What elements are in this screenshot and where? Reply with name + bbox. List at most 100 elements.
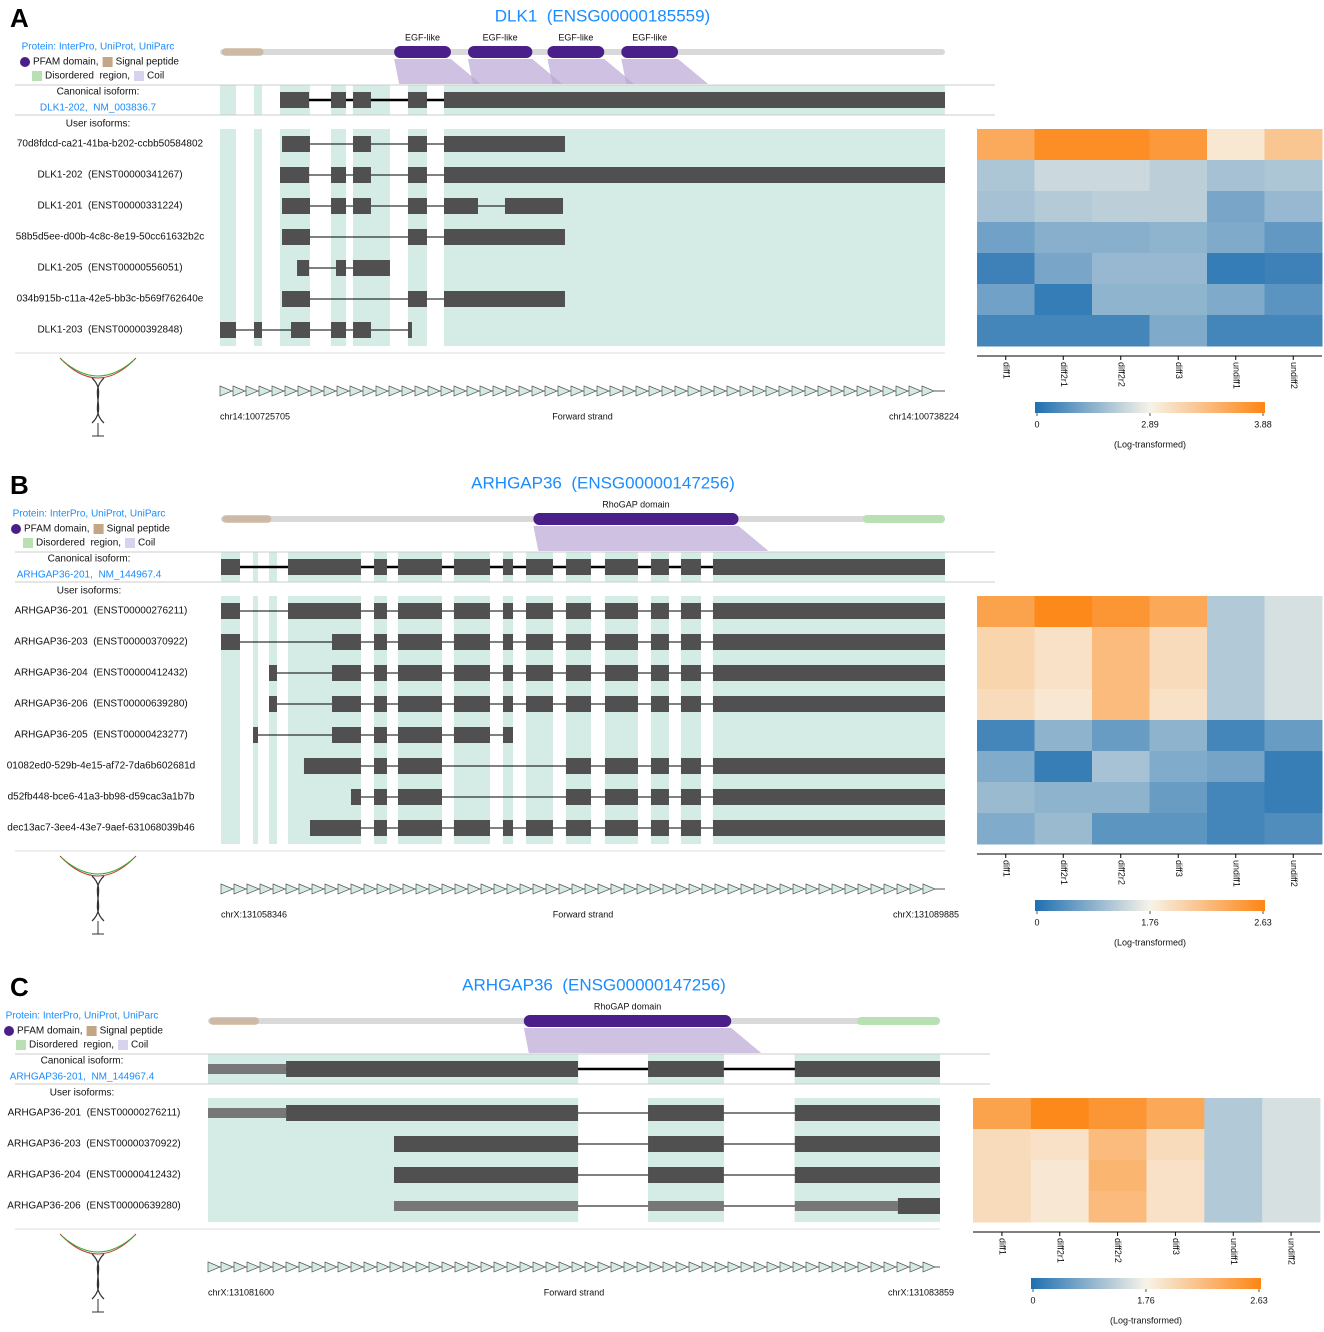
exon [680,559,701,575]
heatmap-cell [1207,627,1265,659]
exon [648,1105,724,1121]
strand-arrow [597,883,611,895]
domain-label: EGF-like [558,32,593,42]
exon [650,634,669,650]
canonical-name: ARHGAP36-201, NM_144967.4 [10,1072,155,1083]
exon [502,603,513,619]
exon [453,727,490,743]
exon [331,167,347,183]
colorbar-tick-label: 0 [1034,419,1039,429]
heatmap-cell [977,627,1035,659]
heatmap-cell [1149,129,1208,161]
exon [650,665,669,681]
domain-projection [547,59,635,84]
exon-column [565,596,591,844]
heatmap-cell [1092,596,1150,628]
strand-arrow [753,1261,767,1273]
heatmap-cell [1149,720,1208,752]
exon [221,559,241,575]
domain-projection [533,526,769,551]
protein-links: Protein: InterPro, UniProt, UniParc [13,509,166,520]
strand-arrow [427,385,441,397]
exon [444,198,478,214]
exon [373,727,387,743]
exon [680,634,701,650]
heatmap-cell [1264,596,1323,628]
strand-arrow [245,385,259,397]
exon-column [208,1098,287,1222]
exon [502,559,513,575]
exon [712,758,945,774]
heatmap-cell [1207,191,1265,223]
exon [604,820,638,836]
heatmap-cell [977,751,1035,783]
noncoding-exon [208,1108,287,1118]
heatmap-cell [1034,627,1093,659]
exon [269,696,277,712]
heatmap-cell [1149,596,1208,628]
canonical-heading: Canonical isoform: [48,554,131,565]
strand-arrow [649,883,663,895]
strand-arrow [570,385,584,397]
strand-arrow [531,385,545,397]
strand-arrow [792,1261,806,1273]
strand-arrow [831,1261,845,1273]
exon [269,665,277,681]
heatmap-cell [1092,160,1150,192]
strand-arrow [506,1261,520,1273]
exon-column [221,596,241,844]
strand-arrow [323,385,337,397]
strand-arrow [635,385,649,397]
legend-label: Signal peptide [116,57,180,68]
strand-arrow [454,1261,468,1273]
heatmap-cell [973,1160,1032,1192]
strand-arrow [519,883,533,895]
heatmap-column-label: undiff2 [1287,1238,1297,1265]
heatmap-cell [1262,1129,1321,1161]
heatmap-column-label: diff2r2 [1116,860,1126,885]
exon [604,789,638,805]
heatmap-cell [1264,160,1323,192]
pfam-domain [621,46,679,58]
strand-arrow [233,883,247,895]
isoform-label: ARHGAP36-201 (ENST00000276211) [15,606,188,617]
strand-arrow [609,385,623,397]
heatmap-cell [973,1098,1032,1130]
strand-arrow [259,883,273,895]
strand-arrow [376,883,390,895]
exon [331,696,361,712]
heatmap-cell [977,689,1035,721]
isoform-label: ARHGAP36-203 (ENST00000370922) [14,637,187,648]
exon [331,634,361,650]
exon [680,820,701,836]
exon [407,198,427,214]
strand-arrow [505,385,519,397]
strand-arrow [857,883,871,895]
legend-label: PFAM domain, [33,57,99,68]
exon [303,758,361,774]
heatmap-cell [1034,315,1093,347]
heatmap-cell [1264,191,1323,223]
exon [502,665,513,681]
locus-start: chr14:100725705 [220,411,290,421]
heatmap-cell [1149,315,1208,347]
heatmap-cell [1092,689,1150,721]
exon [397,727,442,743]
strand-arrow [363,883,377,895]
legend-label: Coil [147,71,164,82]
dna-icon [61,1235,135,1253]
heatmap-cell [1149,284,1208,316]
exon [444,92,945,108]
exon [650,820,669,836]
strand-arrow [349,385,363,397]
heatmap-cell [1149,627,1208,659]
isoform-label: d52fb448-bce6-41a3-bb98-d59cac3a1b7b [8,792,195,803]
strand-arrow [324,883,338,895]
heatmap-cell [1034,160,1093,192]
exon [604,634,638,650]
exon [712,789,945,805]
colorbar-label: (Log-transformed) [1114,439,1186,449]
heatmap-cell [1149,253,1208,285]
exon [393,1136,579,1152]
heatmap-cell [1262,1191,1321,1223]
